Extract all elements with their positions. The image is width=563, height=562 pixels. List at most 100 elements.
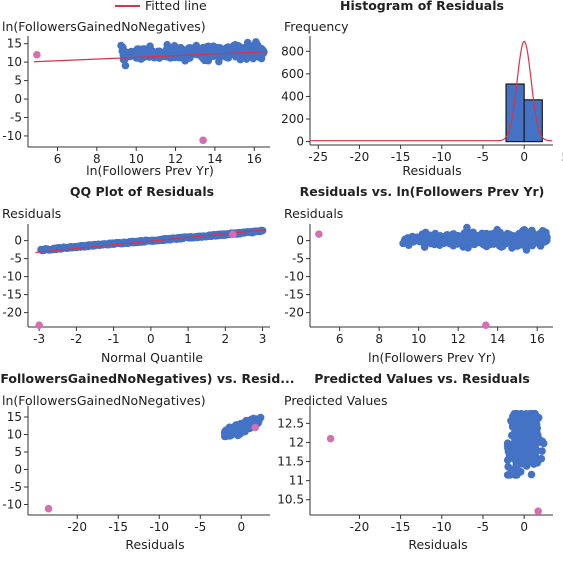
y-tick-label: -5 <box>10 110 22 124</box>
data-point <box>528 421 536 429</box>
data-point <box>525 238 534 246</box>
y-tick-label: 5 <box>14 445 22 459</box>
histogram-bar <box>523 99 543 143</box>
outlier-point <box>33 50 41 59</box>
data-point <box>503 239 511 247</box>
outlier-point <box>228 230 237 239</box>
panel-title: Predicted Values vs. Residuals <box>314 371 530 386</box>
x-tick-label: -10 <box>432 520 452 534</box>
panel-p4: Residuals vs. ln(Followers Prev Yr) Resid… <box>284 184 553 365</box>
data-point <box>185 44 193 52</box>
y-tick-label: 0 <box>14 92 22 106</box>
x-tick-label: 14 <box>207 152 222 166</box>
x-tick-label: 0 <box>237 520 245 534</box>
y-tick-label: 11 <box>289 474 304 488</box>
data-point <box>409 238 418 246</box>
x-tick-label: 8 <box>93 152 101 166</box>
data-point <box>515 418 523 427</box>
panel-p3: QQ Plot of Residuals Residuals Normal Quan… <box>2 184 270 365</box>
data-point <box>223 44 232 52</box>
x-tick-label: -5 <box>477 150 489 164</box>
y-tick-label: 12.5 <box>277 416 304 430</box>
data-point <box>118 47 127 55</box>
data-point <box>526 457 534 465</box>
data-point <box>521 436 529 445</box>
data-point <box>430 240 439 249</box>
data-point <box>155 47 164 56</box>
y-axis-label: ln(FollowersGainedNoNegatives) <box>2 393 206 408</box>
y-tick-label: -10 <box>2 270 22 284</box>
data-point <box>199 44 208 53</box>
outlier-point <box>199 136 207 145</box>
x-tick-label: 10 <box>129 152 144 166</box>
outlier-point <box>35 321 43 330</box>
x-tick-label: -5 <box>477 520 489 534</box>
data-point <box>401 235 409 243</box>
x-tick-label: 12 <box>451 332 466 346</box>
x-tick-label: -15 <box>391 150 411 164</box>
panel-p2: Histogram of Residuals Frequency Residuals… <box>281 0 563 178</box>
outlier-point <box>326 434 335 443</box>
data-point <box>517 410 525 418</box>
data-point <box>225 423 234 432</box>
outlier-point <box>251 423 260 432</box>
x-axis-label: ln(Followers Prev Yr) <box>368 350 496 365</box>
y-tick-label: 400 <box>281 89 304 103</box>
panel-title: ln(FollowersGainedNoNegatives) vs. Resid… <box>0 371 295 386</box>
x-tick-label: 10 <box>411 332 426 346</box>
y-tick-label: 600 <box>281 67 304 81</box>
data-point <box>520 422 529 431</box>
outlier-point <box>44 504 53 513</box>
y-tick-label: 10.5 <box>277 493 304 507</box>
x-tick-label: -15 <box>108 520 128 534</box>
data-point <box>536 229 544 238</box>
data-point <box>518 444 527 452</box>
y-tick-label: 0 <box>14 463 22 477</box>
x-tick-label: 3 <box>259 332 267 346</box>
x-tick-label: -3 <box>33 332 45 346</box>
panel-title: Histogram of Residuals <box>340 0 504 13</box>
y-tick-label: 5 <box>14 74 22 88</box>
data-point <box>503 456 512 464</box>
x-tick-label: 16 <box>530 332 545 346</box>
panel-title: Residuals vs. ln(Followers Prev Yr) <box>300 184 545 199</box>
y-tick-label: 12 <box>289 435 304 449</box>
data-point <box>532 445 540 454</box>
legend-label: Fitted line <box>145 0 207 13</box>
x-axis-label: ln(Followers Prev Yr) <box>86 163 214 178</box>
data-point <box>493 239 501 248</box>
y-tick-label: -10 <box>2 129 22 143</box>
panel-title: QQ Plot of Residuals <box>70 184 214 199</box>
data-point <box>514 467 522 475</box>
data-point <box>533 431 542 439</box>
x-tick-label: -10 <box>432 150 452 164</box>
x-tick-label: 6 <box>54 152 62 166</box>
y-tick-label: -10 <box>284 270 304 284</box>
data-point <box>460 230 469 239</box>
y-tick-label: 0 <box>14 234 22 248</box>
outlier-point <box>534 507 542 515</box>
data-point <box>177 50 186 59</box>
data-point <box>529 438 538 447</box>
y-tick-label: -20 <box>284 306 304 320</box>
x-tick-label: 12 <box>168 152 183 166</box>
data-point <box>504 462 512 471</box>
data-point <box>525 415 534 423</box>
legend: Fitted line <box>115 0 207 13</box>
x-tick-label: -20 <box>350 150 370 164</box>
data-point <box>171 49 180 57</box>
y-tick-label: -5 <box>292 252 304 266</box>
data-point <box>235 422 244 431</box>
data-point <box>512 428 520 436</box>
data-point <box>253 42 262 51</box>
data-point <box>513 457 521 465</box>
x-tick-label: -10 <box>149 520 169 534</box>
data-point <box>533 238 541 247</box>
density-curve <box>310 40 553 142</box>
data-point <box>415 237 424 246</box>
x-axis-label: Normal Quantile <box>101 350 203 365</box>
x-tick-label: -5 <box>194 520 206 534</box>
y-tick-label: 200 <box>281 112 304 126</box>
y-tick-label: -20 <box>2 306 22 320</box>
data-point <box>511 444 520 453</box>
